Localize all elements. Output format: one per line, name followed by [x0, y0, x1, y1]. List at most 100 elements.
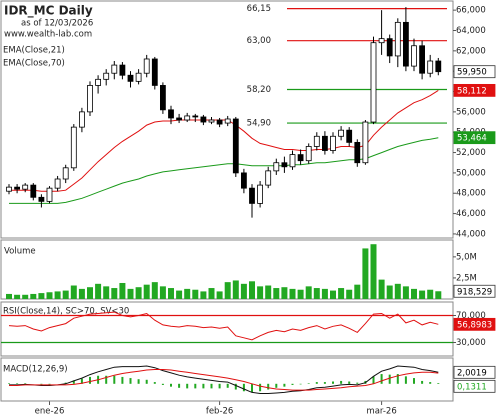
candle-body	[38, 196, 45, 202]
candle-body	[281, 162, 288, 168]
candle-body	[14, 186, 21, 190]
value-tag-label: 918,529	[457, 287, 492, 297]
histogram-bar	[113, 375, 116, 384]
value-tag	[453, 131, 496, 145]
histogram-bar	[332, 381, 334, 384]
y-tick-label: 30,000	[456, 338, 486, 348]
y-tick-label: 64,000	[456, 26, 486, 36]
rsi-line	[8, 311, 439, 341]
histogram-bar	[89, 376, 91, 384]
histogram-bar	[356, 382, 359, 384]
source: www.wealth-lab.com	[4, 30, 92, 40]
volume-bar	[338, 288, 345, 299]
candle-body	[265, 170, 272, 186]
histogram-bar	[80, 378, 83, 384]
histogram-bar	[291, 383, 294, 385]
value-tag	[453, 65, 496, 79]
volume-bar	[289, 288, 296, 299]
legend-entry: EMA(Close,21)	[3, 46, 65, 56]
volume-bar	[216, 291, 223, 299]
volume-bar	[14, 294, 21, 299]
volume-bar	[435, 291, 442, 299]
candle-body	[370, 42, 377, 123]
volume-bar	[30, 293, 37, 299]
volume-bar	[192, 289, 199, 299]
histogram-bar	[210, 383, 213, 389]
candle-body	[362, 121, 369, 164]
volume-bar	[87, 287, 93, 299]
volume-bar	[321, 288, 328, 299]
volume-bar	[62, 290, 69, 299]
histogram-bar	[121, 376, 124, 384]
candle-body	[305, 146, 312, 162]
candle-body	[354, 141, 361, 164]
volume-bar	[281, 287, 288, 299]
macd-line	[9, 365, 439, 394]
panel-title: MACD(12,26,9)	[3, 365, 68, 375]
histogram-bar	[170, 383, 172, 387]
histogram-bar	[234, 383, 237, 390]
histogram-bar	[178, 383, 181, 388]
panel	[0, 357, 454, 402]
candle-body	[168, 109, 174, 119]
candle-body	[411, 45, 417, 67]
volume-bar	[411, 288, 417, 299]
candle-body	[22, 184, 29, 190]
panel	[0, 301, 454, 357]
candle-body	[313, 135, 320, 147]
candle-body	[330, 135, 336, 151]
histogram-bar	[186, 383, 189, 389]
volume-bar	[427, 289, 434, 299]
histogram-bar	[8, 383, 10, 384]
value-tag	[453, 317, 496, 331]
value-tag-label: 0,1311	[457, 382, 487, 392]
candle-body	[151, 58, 158, 86]
candle-body	[46, 187, 53, 202]
histogram-bar	[16, 383, 19, 384]
volume-bar	[402, 286, 409, 299]
volume-bar	[265, 285, 272, 299]
histogram-bar	[153, 382, 156, 384]
y-tick-label: 70,000	[456, 311, 486, 321]
volume-bar	[305, 286, 312, 299]
histogram-bar	[72, 380, 75, 384]
histogram-bar	[194, 383, 197, 389]
volume-bar	[135, 287, 142, 299]
value-tag-label: 58,112	[457, 86, 487, 96]
histogram-bar	[315, 382, 318, 384]
candle-body	[216, 119, 223, 125]
candle-body	[192, 115, 199, 118]
candle-body	[249, 187, 255, 204]
x-tick-label: mar-26	[366, 407, 396, 417]
volume-bar	[184, 288, 191, 299]
candle-body	[289, 154, 296, 168]
histogram-bar	[388, 374, 391, 384]
volume-bar	[46, 292, 53, 299]
candle-body	[427, 60, 434, 74]
volume-bar	[370, 244, 377, 299]
legend-entry: EMA(Close,70)	[3, 59, 65, 69]
volume-bar	[103, 286, 110, 299]
volume-bar	[38, 293, 45, 299]
volume-bar	[378, 279, 385, 299]
candle-body	[394, 21, 401, 57]
volume-bar	[257, 286, 264, 299]
volume-bar	[143, 284, 150, 299]
volume-bar	[70, 285, 77, 299]
level-label: 58,20	[247, 85, 271, 95]
volume-bar	[54, 291, 61, 299]
histogram-bar	[396, 374, 399, 384]
candle-body	[111, 64, 118, 74]
histogram-bar	[48, 383, 51, 385]
macd-line	[9, 369, 439, 391]
value-tag	[453, 83, 496, 97]
value-tag	[453, 379, 496, 393]
y-tick-label: 5,0M	[456, 252, 477, 262]
volume-bar	[386, 285, 393, 299]
volume-bar	[22, 294, 29, 299]
level-label: 63,00	[247, 36, 271, 46]
volume-bar	[200, 291, 207, 299]
volume-bar	[111, 288, 118, 299]
candle-body	[103, 72, 110, 80]
